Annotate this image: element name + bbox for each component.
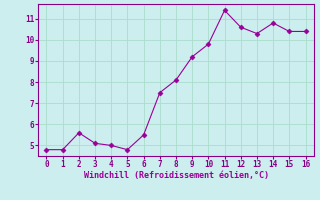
X-axis label: Windchill (Refroidissement éolien,°C): Windchill (Refroidissement éolien,°C)	[84, 171, 268, 180]
